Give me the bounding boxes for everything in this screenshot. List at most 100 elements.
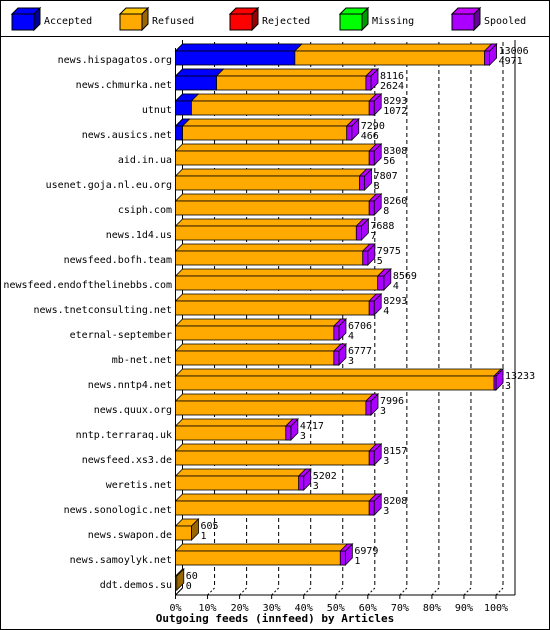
value-offered: 13006 [499,46,529,57]
x-tick-label: 40% [295,603,313,614]
grid-floor [335,587,344,596]
grid-floor [367,587,376,596]
category-label: utnut [142,105,172,116]
bar-refused [175,525,192,541]
bar-spooled [368,450,375,466]
value-offered: 4717 [300,421,324,432]
bar-accepted [175,50,296,66]
category-label: news.swapon.de [88,530,172,541]
bar-spooled [365,75,372,91]
value-refused: 3 [380,406,386,417]
grid-floor [271,587,280,596]
bar-spooled-top [364,68,379,77]
bar-spooled [339,550,346,566]
value-offered: 6979 [354,546,378,557]
bar-spooled [355,225,362,241]
category-label: news.1d4.us [106,230,172,241]
value-offered: 7290 [361,121,385,132]
bar-spooled-top [297,468,312,477]
value-refused: 8 [383,206,389,217]
bar-spooled-top [376,268,392,277]
value-offered: 60 [186,571,198,582]
bar-spooled-top [492,368,504,377]
bar-spooled-top [368,93,383,102]
bar-top [174,418,299,427]
value-refused: 56 [383,156,395,167]
x-tick-label: 0% [169,603,181,614]
grid-floor [431,587,440,596]
value-refused: 4971 [499,56,523,67]
bar-spooled [362,250,369,266]
bar-side [191,518,199,541]
legend-label: Rejected [262,16,310,27]
value-refused: 4 [393,281,399,292]
legend-swatch [229,13,253,31]
grid-floor [463,587,472,596]
bar-refused [175,475,305,491]
bar-top [174,268,392,277]
bar-spooled-top [368,443,383,452]
category-label: ddt.demos.su [100,580,172,591]
grid-floor [495,587,504,596]
bar-refused [175,325,340,341]
bar-top [174,193,383,202]
value-offered: 8293 [383,96,407,107]
bar-refused [175,550,346,566]
bar-refused [175,350,340,366]
bar-top [174,343,347,352]
bar-spooled [285,425,292,441]
value-offered: 8260 [383,196,407,207]
value-offered: 5202 [313,471,337,482]
bar-refused [216,75,368,91]
category-label: news.ausics.net [82,130,172,141]
legend-swatch-side [141,6,149,32]
bar-spooled [368,150,375,166]
legend-swatch [339,13,363,31]
value-offered: 8293 [383,296,407,307]
bar-refused [175,375,497,391]
bar-spooled [368,300,375,316]
category-label: news.samoylyk.net [70,555,172,566]
grid-floor [303,587,312,596]
value-refused: 3 [313,481,319,492]
bar-top [174,118,360,127]
value-refused: 3 [348,356,354,367]
value-refused: 3 [505,381,511,392]
bar-accepted [175,100,192,116]
bar-top [174,468,312,477]
value-refused: 2624 [380,81,404,92]
value-offered: 8116 [380,71,404,82]
legend-label: Accepted [44,16,92,27]
bar-refused [175,425,292,441]
bar-top [174,318,347,327]
value-offered: 7975 [377,246,401,257]
value-offered: 8569 [393,271,417,282]
bar-refused [175,150,373,166]
category-label: news.nntp4.net [88,380,172,391]
legend-swatch-side [33,6,41,32]
x-tick-label: 60% [359,603,377,614]
bar-accepted [175,75,217,91]
bar-top [174,143,383,152]
bar-top [174,493,383,502]
grid-floor [175,587,183,596]
bar-side [176,568,185,591]
bar-spooled-top [364,393,379,402]
category-label: news.quux.org [94,405,172,416]
bar-top [174,93,383,102]
bar-refused [294,50,490,66]
value-refused: 5 [377,256,383,267]
bar-spooled [333,350,340,366]
bar-refused [175,200,375,216]
bar-top [174,293,383,302]
category-label: usenet.goja.nl.eu.org [46,180,172,191]
bar-refused [175,275,385,291]
bar-spooled-top [361,243,376,252]
bar-spooled-top [339,543,354,552]
bar-spooled-top [345,118,360,127]
x-tick-label: 70% [391,603,409,614]
legend-swatch [119,13,143,31]
value-refused: 1072 [383,106,407,117]
bar-top [174,218,370,227]
bar-top-accepted [174,43,303,52]
